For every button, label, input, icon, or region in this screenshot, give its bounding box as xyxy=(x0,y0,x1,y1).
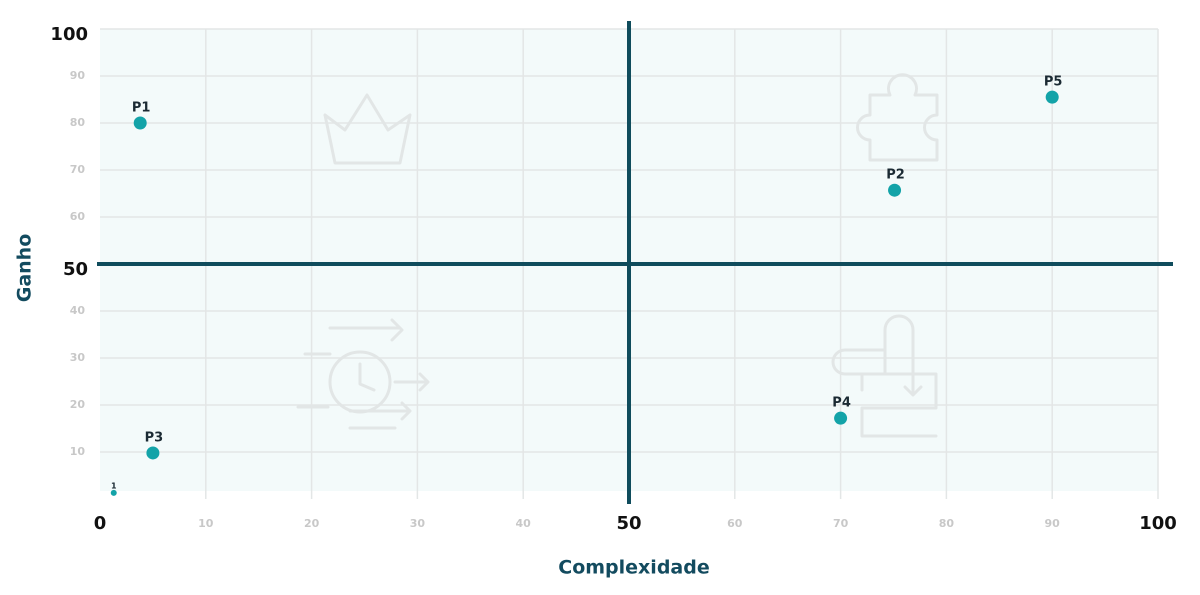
data-point xyxy=(110,489,117,496)
y-tick-label: 30 xyxy=(70,351,86,364)
x-tick-label: 60 xyxy=(727,517,743,530)
quadrant-lines xyxy=(97,21,1173,504)
x-tick-label: 20 xyxy=(304,517,320,530)
y-axis-title: Ganho xyxy=(14,234,36,303)
data-point xyxy=(146,446,160,460)
point-label: P2 xyxy=(886,168,905,183)
y-tick-label: 60 xyxy=(70,210,86,223)
y-tick-label: 80 xyxy=(70,116,86,129)
x-tick-label: 80 xyxy=(939,517,955,530)
crown-icon xyxy=(323,93,412,165)
data-point xyxy=(834,411,848,425)
y-tick-label: 50 xyxy=(63,259,88,280)
puzzle-icon xyxy=(856,73,939,162)
y-tick-label: 40 xyxy=(70,304,86,317)
y-tick-label: 20 xyxy=(70,398,86,411)
x-tick-label: 30 xyxy=(410,517,426,530)
point-label: 1 xyxy=(111,481,117,490)
data-point xyxy=(888,183,902,197)
y-tick-label: 70 xyxy=(70,163,86,176)
x-tick-label: 70 xyxy=(833,517,849,530)
y-tick-label: 10 xyxy=(70,445,86,458)
point-label: P5 xyxy=(1044,75,1063,90)
data-point xyxy=(1045,90,1059,104)
ticks: 0 10 20 30 40 50 60 70 80 90 100 10 20 30 40 50 60 70 80 90… xyxy=(50,24,1176,534)
flow-icon xyxy=(831,314,938,438)
x-tick-label: 90 xyxy=(1045,517,1061,530)
x-tick-label: 100 xyxy=(1139,513,1177,534)
point-label: P3 xyxy=(145,430,164,445)
clock-icon xyxy=(296,318,430,430)
points: P1 P2 P3 P4 P5 1 xyxy=(110,75,1063,496)
x-tick-label: 0 xyxy=(94,513,107,534)
decorations xyxy=(296,73,939,438)
y-tick-label: 90 xyxy=(70,69,86,82)
x-axis-title: Complexidade xyxy=(558,557,709,579)
y-tick-label: 100 xyxy=(50,24,88,45)
data-point xyxy=(133,116,147,130)
point-label: P4 xyxy=(832,396,851,411)
point-label: P1 xyxy=(132,101,151,116)
x-tick-label: 10 xyxy=(198,517,214,530)
x-tick-label: 50 xyxy=(616,513,641,534)
x-tick-label: 40 xyxy=(516,517,532,530)
